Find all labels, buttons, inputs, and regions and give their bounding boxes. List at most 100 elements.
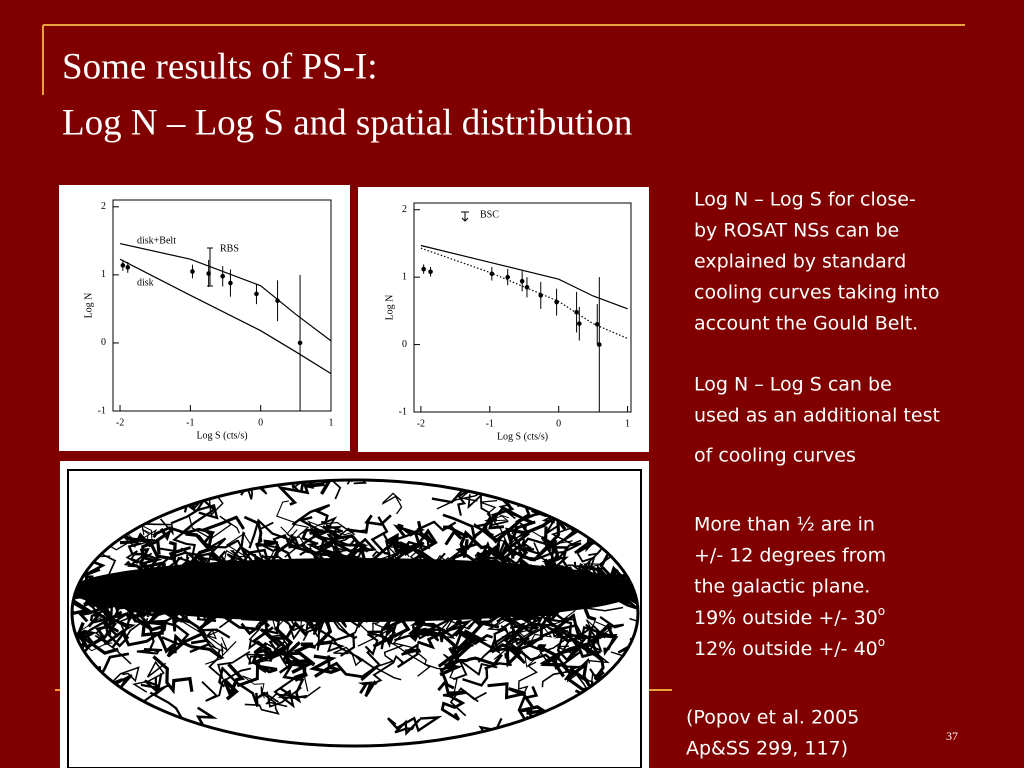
sky-filament [284, 642, 317, 667]
sky-filament [580, 615, 625, 640]
sky-filament [557, 639, 610, 664]
data-point [297, 340, 303, 346]
sky-filament [173, 633, 223, 660]
sky-filament [503, 615, 561, 669]
sky-filament [396, 642, 421, 669]
sky-filament [442, 525, 469, 546]
sky-filament [372, 600, 411, 648]
sky-filament [510, 622, 599, 656]
sky-filament [131, 602, 162, 625]
sky-filament [72, 593, 93, 615]
sky-filament [226, 550, 259, 584]
sky-filament [182, 556, 207, 577]
sky-filament [490, 629, 524, 668]
sky-filament [346, 514, 392, 534]
sky-filament [140, 673, 163, 694]
sky-filament [261, 616, 281, 656]
text: 19% outside +/- 30 [694, 607, 878, 629]
sky-filament [500, 521, 530, 557]
sky-filament [305, 480, 332, 495]
text-line: explained by standard [694, 251, 906, 273]
sky-filament [220, 539, 249, 600]
sky-filament [440, 693, 466, 721]
sky-filament [411, 625, 432, 640]
data-point [524, 284, 530, 290]
superscript: o [878, 635, 885, 649]
text-line: Log N – Log S for close- [694, 189, 916, 211]
sky-filament [85, 599, 129, 626]
text-line: the galactic plane. [694, 576, 870, 598]
y-tick-label: 2 [402, 204, 407, 215]
sky-filament [519, 705, 549, 726]
sky-filament [539, 624, 572, 665]
sky-filament [314, 579, 348, 616]
sky-filament [548, 563, 583, 587]
sky-filament [201, 667, 252, 702]
sky-filament [385, 520, 457, 544]
sky-filament [172, 604, 211, 654]
data-point [428, 269, 433, 275]
sky-filament [247, 569, 293, 586]
data-point [254, 291, 259, 297]
sky-filament [289, 481, 307, 493]
y-tick-label: 1 [402, 271, 407, 282]
y-axis-label: Log N [83, 293, 94, 319]
sky-filament [321, 480, 357, 500]
data-point [597, 342, 602, 347]
sky-filament [152, 526, 216, 544]
data-point [228, 280, 233, 286]
sky-filament [349, 553, 408, 588]
text-line: 19% outside +/- 30o [694, 604, 885, 629]
y-tick-label: 1 [101, 269, 106, 280]
sky-filament [113, 529, 177, 561]
sky-filament [126, 528, 158, 546]
sky-filament [402, 544, 428, 584]
sky-filament [445, 566, 494, 588]
model-curve [119, 243, 332, 342]
error-glyph [207, 247, 213, 287]
sky-filament [248, 655, 273, 674]
sky-filament [509, 601, 534, 622]
sky-filament [197, 515, 245, 552]
sky-filament [442, 513, 488, 551]
sky-filament [288, 515, 320, 549]
sky-filament [519, 538, 559, 561]
series-label: RBS [220, 243, 239, 254]
citation-line: (Popov et al. 2005 [686, 707, 859, 729]
x-axis-label: Log S (cts/s) [497, 431, 548, 442]
sky-filament [208, 649, 251, 681]
sky-filament [406, 564, 459, 607]
sky-filament [551, 583, 597, 600]
sky-filament [493, 623, 552, 646]
sky-filament [589, 565, 627, 599]
sky-filament [115, 621, 143, 639]
sky-filament [77, 599, 112, 623]
sky-filament [138, 548, 176, 594]
sky-filament [273, 543, 297, 581]
sky-filament [622, 583, 638, 605]
sky-filament [248, 639, 286, 655]
sky-filament [498, 529, 529, 569]
sky-filament [508, 637, 542, 668]
sky-filament [315, 554, 367, 592]
sky-filament [462, 662, 512, 687]
sky-filament [220, 601, 264, 631]
sky-filament [309, 534, 353, 549]
sky-filament [182, 532, 213, 572]
sky-filament [313, 615, 342, 647]
sky-filament [207, 552, 238, 573]
sky-filament [242, 675, 265, 699]
x-tick-label: 1 [625, 418, 630, 429]
sky-filament [278, 662, 305, 704]
sky-filament [333, 646, 364, 667]
data-point [577, 321, 582, 326]
sky-filament [412, 557, 448, 584]
y-tick-label: 0 [101, 337, 106, 348]
text-line: by ROSAT NSs can be [694, 220, 899, 242]
sky-filament [141, 616, 165, 637]
data-point [594, 322, 600, 327]
sky-filament [567, 549, 602, 577]
page-number: 37 [946, 729, 958, 743]
figure-panel [358, 187, 649, 452]
